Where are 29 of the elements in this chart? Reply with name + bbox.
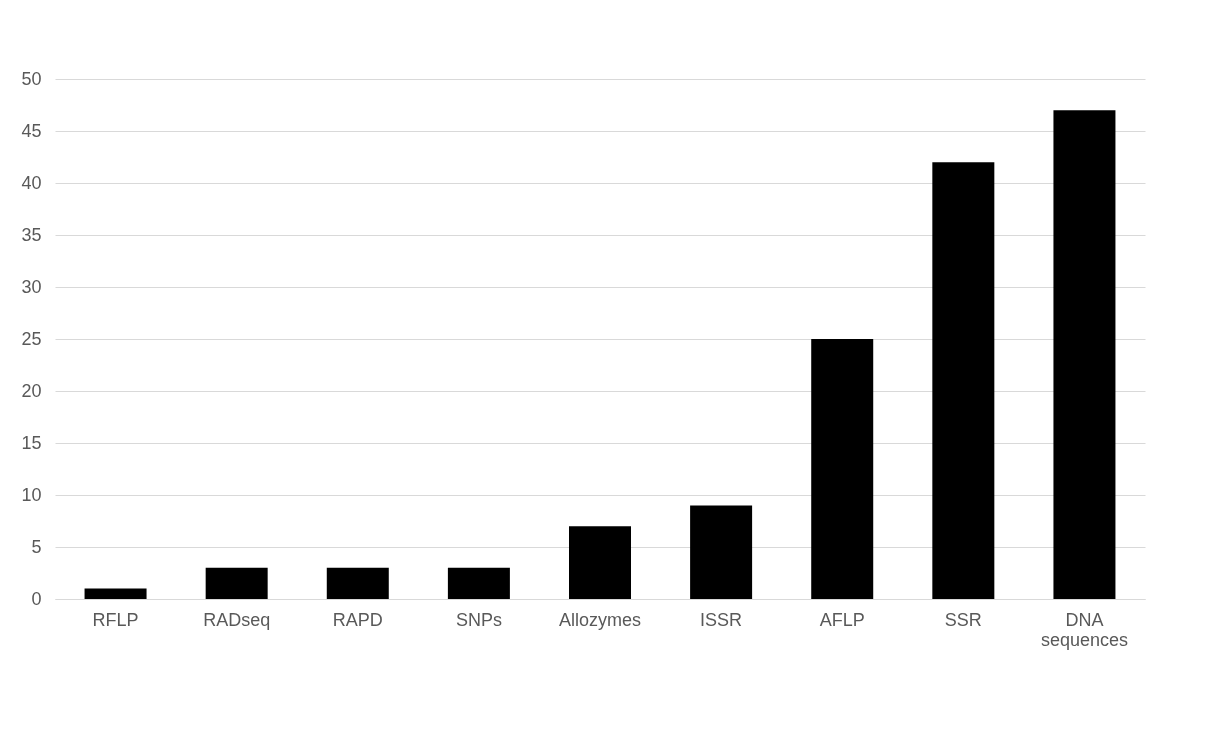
y-tick-label: 50 — [21, 68, 42, 89]
y-tick-label: 40 — [21, 172, 42, 193]
y-tick-label: 20 — [21, 380, 42, 401]
bar — [84, 588, 147, 599]
x-tick-label: DNA sequences — [1040, 609, 1128, 650]
bar — [326, 567, 389, 599]
x-tick-label: ISSR — [700, 609, 743, 630]
x-tick-label: RADseq — [203, 609, 271, 630]
y-tick-label: 10 — [21, 484, 42, 505]
y-tick-label: 25 — [21, 328, 42, 349]
bar — [690, 505, 753, 599]
y-tick-label: 15 — [21, 432, 42, 453]
bar — [1053, 110, 1116, 599]
x-tick-label: SNPs — [455, 609, 502, 630]
y-tick-label: 35 — [21, 224, 42, 245]
bar — [932, 162, 995, 599]
bar — [205, 567, 268, 599]
bar — [811, 339, 874, 599]
x-tick-label: RFLP — [92, 609, 139, 630]
y-tick-label: 5 — [31, 536, 42, 557]
x-tick-label: RAPD — [332, 609, 383, 630]
y-tick-label: 45 — [21, 120, 42, 141]
bar — [447, 567, 510, 599]
x-tick-label: AFLP — [819, 609, 865, 630]
y-tick-label: 30 — [21, 276, 42, 297]
x-tick-label: Allozymes — [558, 609, 642, 630]
bar — [569, 526, 631, 599]
y-tick-label: 0 — [31, 588, 42, 609]
x-tick-label: SSR — [944, 609, 982, 630]
